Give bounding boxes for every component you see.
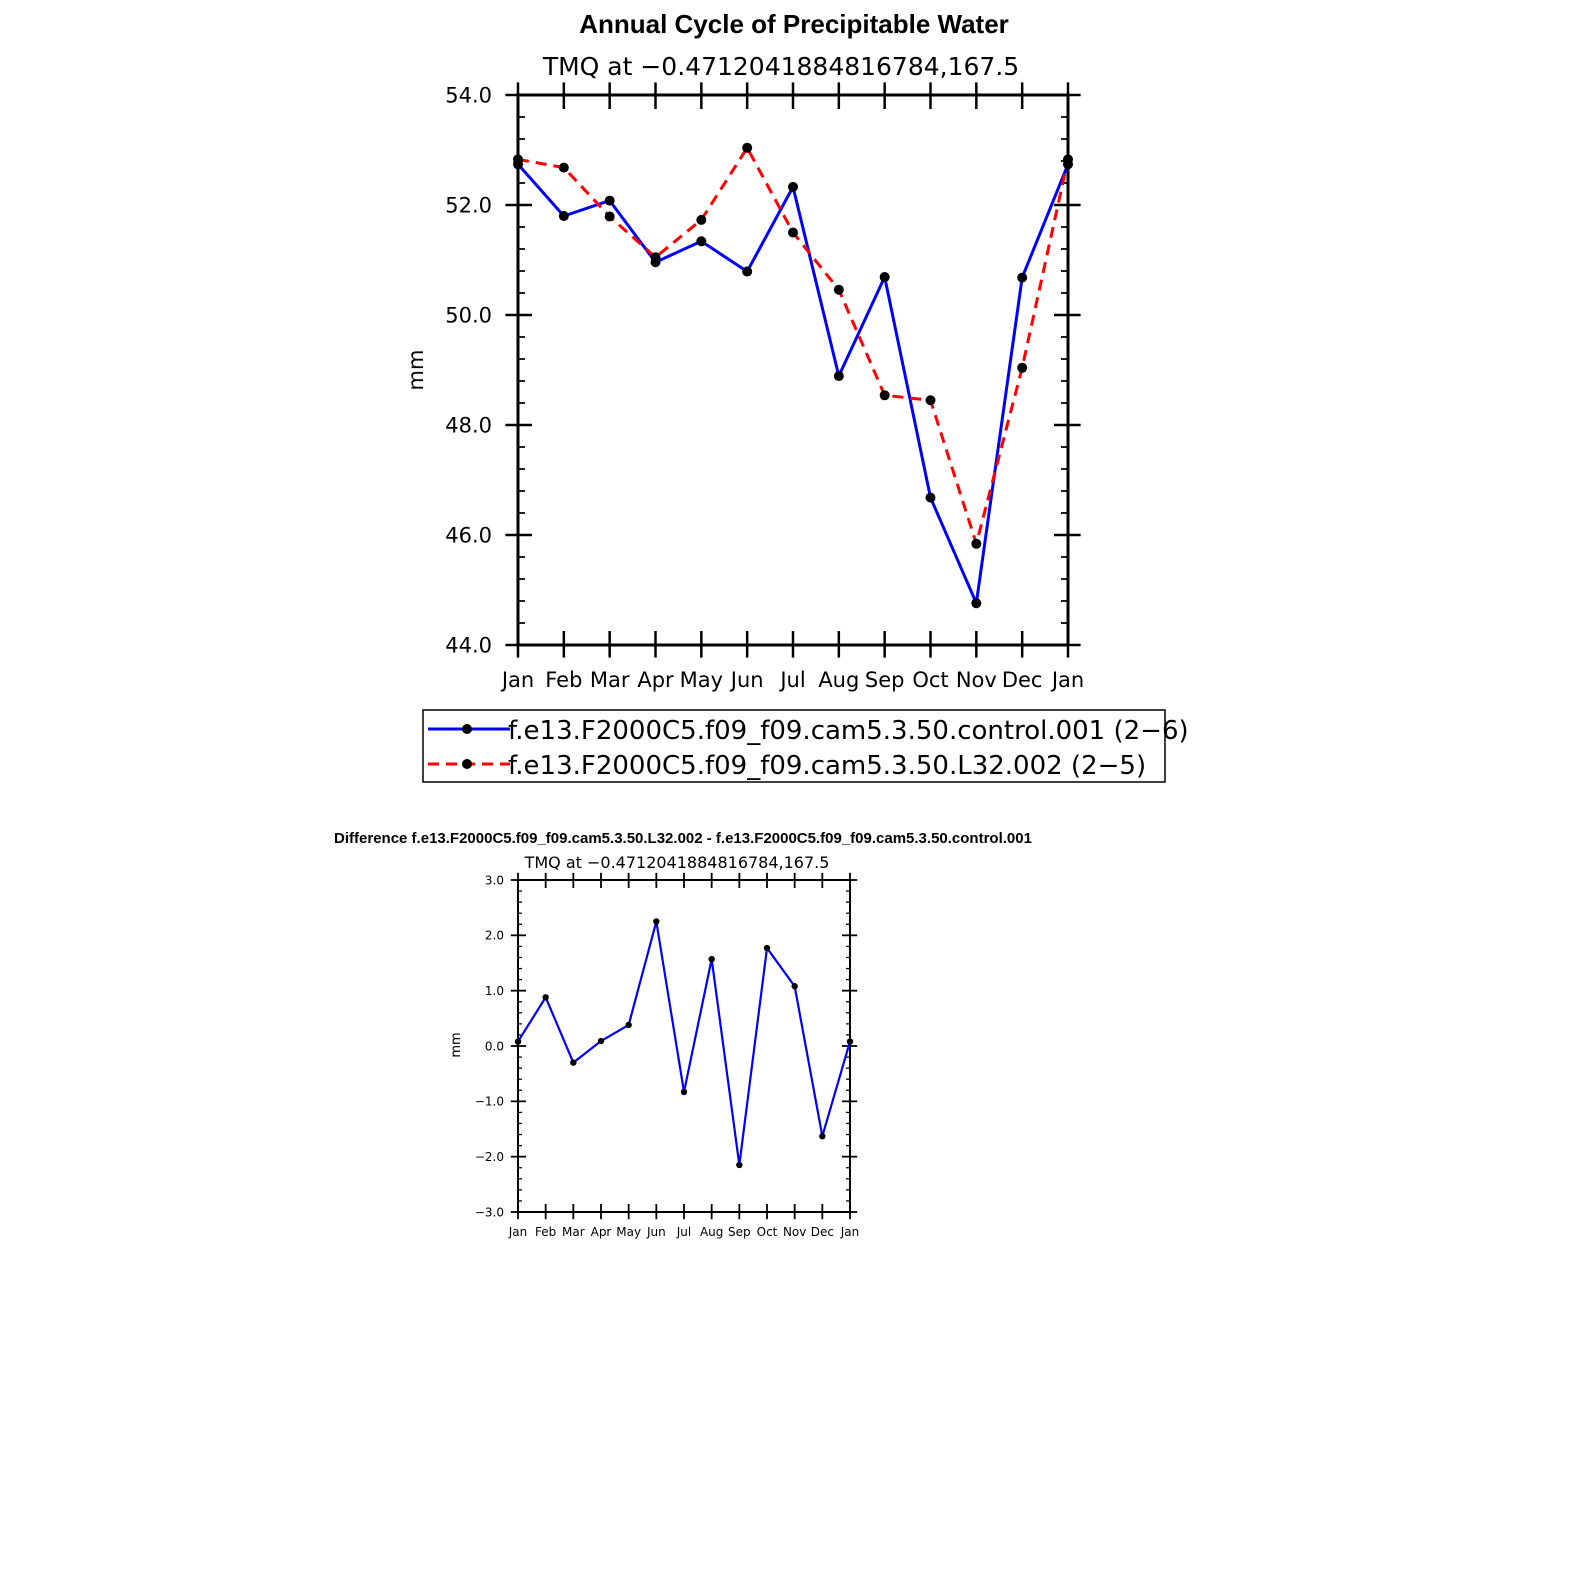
data-point-0	[791, 983, 798, 990]
data-point-0	[819, 1132, 826, 1140]
data-point-0	[653, 918, 660, 925]
data-point-1	[558, 162, 569, 173]
chart-title: Annual Cycle of Precipitable Water	[579, 9, 1009, 39]
data-point-0	[625, 1021, 632, 1029]
y-tick-label: 46.0	[445, 524, 492, 548]
y-tick-label: 3.0	[485, 873, 504, 887]
y-tick-label: −2.0	[475, 1150, 504, 1164]
y-tick-label: −1.0	[475, 1095, 504, 1109]
legend: f.e13.F2000C5.f09_f09.cam5.3.50.control.…	[422, 709, 1189, 783]
y-tick-label: 54.0	[445, 84, 492, 108]
data-point-0	[879, 272, 890, 283]
y-tick-label: 44.0	[445, 634, 492, 658]
y-tick-label: 0.0	[485, 1039, 504, 1053]
data-point-0	[570, 1059, 577, 1066]
data-point-1	[925, 395, 936, 406]
diff-plot-frame	[517, 879, 851, 1213]
x-tick-label: Aug	[818, 668, 859, 692]
data-point-0	[604, 195, 615, 206]
data-point-0	[971, 598, 982, 609]
data-point-1	[788, 227, 798, 238]
data-point-0	[597, 1037, 605, 1045]
x-tick-label: Mar	[562, 1225, 585, 1239]
y-tick-label: 50.0	[445, 304, 492, 328]
diff-y-axis-label: mm	[449, 1032, 464, 1057]
series-lines	[513, 142, 1073, 609]
x-tick-label: May	[680, 668, 723, 692]
tick-labels: Jan Feb Mar Apr May Jun Jul Aug Sep Oct Nov Dec Jan 4…	[445, 84, 1084, 692]
diff-series-lines	[514, 918, 854, 1169]
data-point-1	[742, 142, 753, 153]
diff-chart-subtitle: TMQ at −0.4712041884816784,167.5	[524, 853, 830, 872]
data-point-0	[788, 181, 798, 192]
diff-chart-title: Difference f.e13.F2000C5.f09_f09.cam5.3.…	[334, 830, 1032, 847]
x-tick-label: Jul	[778, 668, 805, 692]
data-point-0	[680, 1088, 688, 1096]
x-tick-label: Mar	[590, 668, 630, 692]
y-tick-label: 48.0	[445, 414, 492, 438]
y-tick-label: 1.0	[485, 984, 504, 998]
x-tick-label: Jun	[729, 668, 764, 692]
series-line-0	[517, 920, 852, 1167]
data-point-0	[1017, 272, 1028, 283]
plot-frame	[516, 93, 1070, 647]
x-tick-label: Nov	[956, 668, 997, 692]
x-tick-label: Oct	[912, 668, 948, 692]
legend-label-control: f.e13.F2000C5.f09_f09.cam5.3.50.control.…	[508, 716, 1189, 746]
legend-box	[422, 709, 1166, 783]
x-tick-label: Sep	[865, 668, 905, 692]
y-tick-label: 52.0	[445, 194, 492, 218]
x-tick-label: Sep	[728, 1225, 751, 1239]
annual-cycle-chart: Annual Cycle of Precipitable Water TMQ a…	[404, 9, 1084, 692]
y-axis-label: mm	[404, 350, 428, 391]
x-tick-label: Jan	[1050, 668, 1084, 692]
x-tick-label: Jul	[676, 1225, 691, 1239]
x-tick-label: Apr	[591, 1225, 612, 1239]
x-tick-label: Nov	[783, 1225, 806, 1239]
data-point-1	[650, 252, 661, 263]
y-tick-label: 2.0	[485, 929, 504, 943]
x-tick-label: Jan	[508, 1225, 528, 1239]
data-point-1	[1017, 362, 1028, 373]
legend-marker-control	[462, 724, 472, 734]
data-point-1	[604, 211, 615, 222]
x-tick-label: Feb	[535, 1225, 556, 1239]
data-point-1	[833, 284, 844, 295]
x-tick-label: Dec	[1002, 668, 1043, 692]
x-tick-label: Oct	[757, 1225, 778, 1239]
legend-marker-l32	[462, 759, 472, 769]
diff-tick-labels: Jan Feb Mar Apr May Jun Jul Aug Sep Oct Nov Dec Jan−…	[475, 873, 859, 1239]
data-point-1	[696, 214, 707, 225]
x-tick-label: Jan	[500, 668, 534, 692]
data-point-0	[742, 266, 753, 277]
data-point-1	[971, 538, 982, 549]
series-line-1	[517, 146, 1070, 546]
x-tick-label: Jun	[646, 1225, 666, 1239]
data-point-0	[763, 944, 771, 952]
legend-label-l32: f.e13.F2000C5.f09_f09.cam5.3.50.L32.002 …	[508, 751, 1146, 781]
data-point-0	[542, 994, 549, 1001]
diff-tick-marks	[510, 872, 858, 1220]
x-tick-label: Dec	[811, 1225, 834, 1239]
data-point-1	[879, 390, 890, 401]
chart-subtitle: TMQ at −0.4712041884816784,167.5	[542, 52, 1019, 81]
x-tick-label: Apr	[637, 668, 674, 692]
tick-marks	[505, 82, 1081, 658]
x-tick-label: Jan	[840, 1225, 860, 1239]
data-point-0	[708, 955, 715, 963]
data-point-0	[558, 211, 569, 221]
x-tick-label: Feb	[545, 668, 582, 692]
y-tick-label: −3.0	[475, 1205, 504, 1219]
data-point-0	[833, 371, 844, 382]
data-point-0	[696, 236, 707, 247]
x-tick-label: Aug	[700, 1225, 723, 1239]
difference-chart: Difference f.e13.F2000C5.f09_f09.cam5.3.…	[334, 830, 1032, 1239]
data-point-0	[925, 492, 936, 503]
x-tick-label: May	[616, 1225, 641, 1239]
data-point-0	[736, 1161, 743, 1169]
